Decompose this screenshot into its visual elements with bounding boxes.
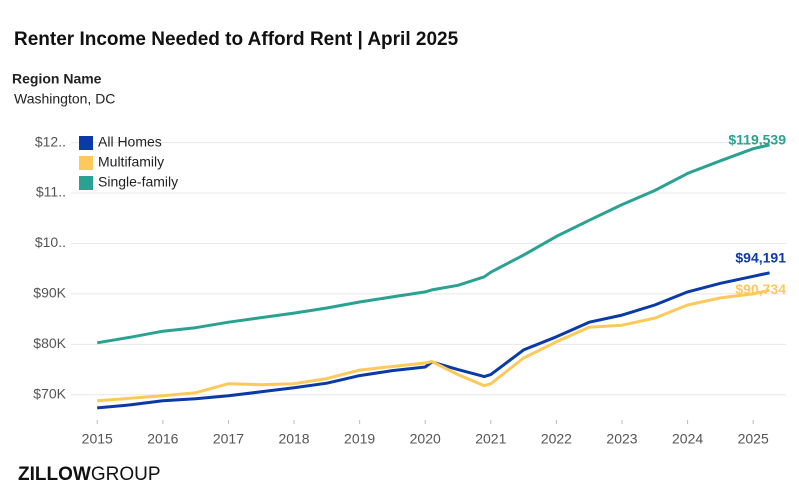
data-label: $94,191 [735,249,786,265]
y-tick-label: $11.. [36,184,66,200]
x-tick-label: 2025 [738,431,769,447]
chart-title: Renter Income Needed to Afford Rent | Ap… [14,29,459,50]
legend-label: Multifamily [98,154,164,170]
x-tick-label: 2019 [344,431,375,447]
legend-swatch [79,176,93,190]
x-tick-label: 2015 [82,431,113,447]
x-tick-label: 2018 [278,431,309,447]
legend-swatch [79,156,93,170]
x-tick-label: 2022 [541,431,572,447]
x-tick-label: 2024 [672,431,703,447]
filter-value: Washington, DC [14,91,115,107]
logo-part: GROUP [91,464,161,485]
x-tick-label: 2016 [147,431,178,447]
data-label: $90,734 [735,281,786,297]
y-tick-label: $10.. [35,234,66,250]
logo-part: ZILLOW [18,464,91,485]
x-tick-label: 2021 [475,431,506,447]
legend-label: All Homes [98,134,162,150]
logo: ZILLOWGROUP [18,464,161,485]
legend-label: Single-family [98,174,178,190]
series-line [97,288,770,403]
series-line [96,143,770,345]
x-tick-label: 2017 [213,431,244,447]
x-tick-label: 2023 [606,431,637,447]
series-line [97,271,770,410]
y-tick-label: $12.. [35,133,66,149]
y-tick-label: $90K [33,285,66,301]
filter-label: Region Name [12,71,102,87]
y-tick-label: $70K [33,385,66,401]
legend-swatch [79,136,93,150]
data-label: $119,539 [728,132,786,148]
y-tick-label: $80K [33,335,66,351]
x-tick-label: 2020 [410,431,441,447]
